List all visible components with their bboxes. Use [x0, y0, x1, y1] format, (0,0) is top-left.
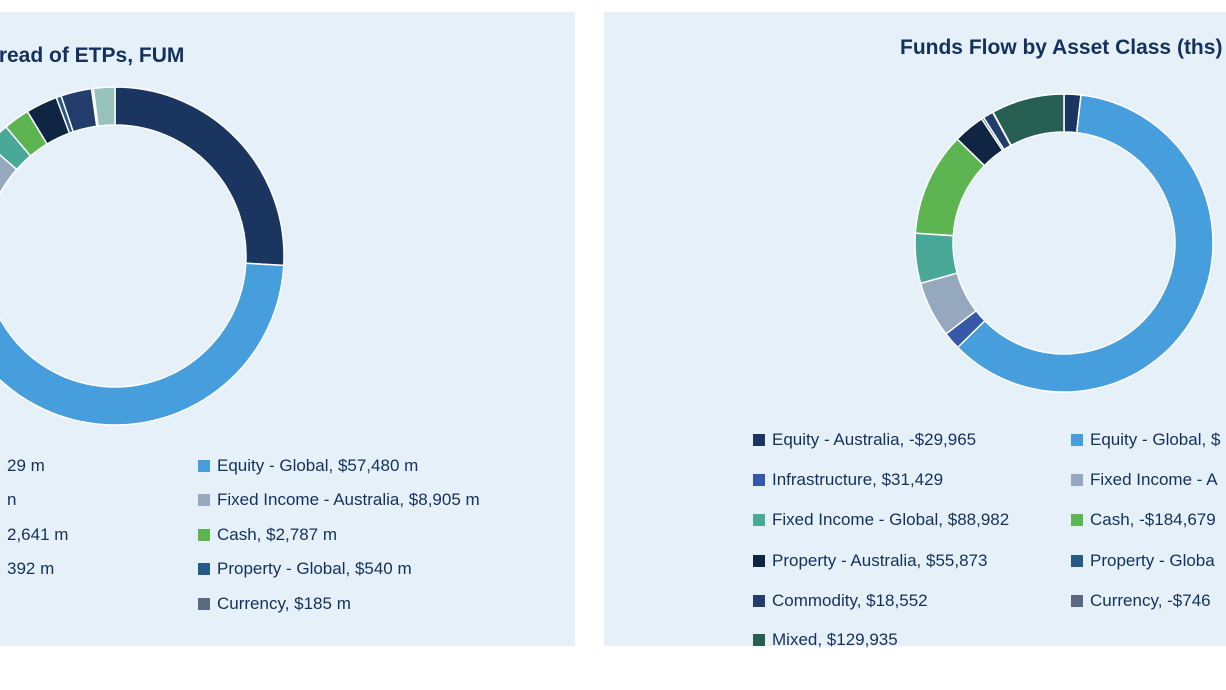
legend-swatch: [198, 494, 210, 506]
legend-label: Property - Globa: [1090, 551, 1215, 570]
legend-label: Mixed, $129,935: [772, 630, 898, 649]
legend-label: Fixed Income - Australia, $8,905 m: [217, 490, 480, 509]
legend-label: Property - Global, $540 m: [217, 559, 412, 578]
legend-swatch: [198, 529, 210, 541]
legend-item: Property - Australia, $55,873: [753, 550, 987, 572]
legend-item: Mixed, $129,935: [753, 629, 898, 651]
legend-swatch: [753, 434, 765, 446]
legend-label: Fixed Income - A: [1090, 470, 1218, 489]
legend-item: Currency, $185 m: [198, 593, 351, 615]
slice-mixed: [92, 86, 116, 127]
legend-label: Cash, $2,787 m: [217, 525, 338, 544]
legend-label: 392 m: [7, 559, 55, 578]
legend-swatch: [753, 555, 765, 567]
slice-equity-global: [956, 94, 1214, 393]
legend-label: Currency, $185 m: [217, 594, 351, 613]
legend-swatch: [198, 563, 210, 575]
legend-label: Equity - Australia, -$29,965: [772, 430, 977, 449]
legend-swatch: [1071, 555, 1083, 567]
legend-item: Fixed Income - Global, $88,982: [753, 509, 1009, 531]
legend-swatch: [753, 514, 765, 526]
legend-label: Commodity, $18,552: [772, 591, 928, 610]
chart-panel-funds-flow: Funds Flow by Asset Class (ths) Equity -…: [604, 12, 1226, 649]
donut-chart-funds-flow: [914, 93, 1214, 393]
slice-mixed: [992, 93, 1065, 147]
legend-item: 29 m: [0, 455, 45, 477]
chart-title: pread of ETPs, FUM: [0, 44, 185, 67]
legend-label: Fixed Income - Global, $88,982: [772, 510, 1010, 529]
legend-label: 2,641 m: [7, 525, 69, 544]
legend-label: Equity - Global, $57,480 m: [217, 456, 419, 475]
legend-swatch: [1071, 595, 1083, 607]
legend-swatch: [753, 634, 765, 646]
legend-item: n: [0, 489, 16, 511]
legend-item: Cash, $2,787 m: [198, 524, 337, 546]
legend-item: Currency, -$746: [1071, 590, 1211, 612]
legend-label: Infrastructure, $31,429: [772, 470, 944, 489]
legend-label: Currency, -$746: [1090, 591, 1211, 610]
legend-item: Commodity, $18,552: [753, 590, 928, 612]
legend-swatch: [1071, 514, 1083, 526]
legend-swatch: [1071, 474, 1083, 486]
legend-label: n: [7, 490, 17, 509]
legend-swatch: [198, 598, 210, 610]
slice-equity-global: [0, 262, 285, 426]
donut-chart-fum: [0, 86, 285, 426]
legend-item: Fixed Income - A: [1071, 469, 1218, 491]
legend-swatch: [1071, 434, 1083, 446]
legend-item: Cash, -$184,679: [1071, 509, 1216, 531]
legend-swatch: [753, 474, 765, 486]
legend-label: Property - Australia, $55,873: [772, 551, 988, 570]
legend-item: Equity - Australia, -$29,965: [753, 429, 976, 451]
legend-swatch: [753, 595, 765, 607]
chart-title: Funds Flow by Asset Class (ths): [900, 36, 1223, 59]
legend-item: Infrastructure, $31,429: [753, 469, 943, 491]
slice-equity-australia: [114, 86, 285, 267]
legend-label: Cash, -$184,679: [1090, 510, 1216, 529]
legend-item: Fixed Income - Australia, $8,905 m: [198, 489, 480, 511]
legend-label: Equity - Global, $: [1090, 430, 1221, 449]
legend-swatch: [198, 460, 210, 472]
legend-label: 29 m: [7, 456, 45, 475]
legend-item: 2,641 m: [0, 524, 68, 546]
legend-item: Equity - Global, $: [1071, 429, 1220, 451]
legend-item: 392 m: [0, 558, 54, 580]
chart-panel-fum: pread of ETPs, FUM 29 m Equity - Global, …: [0, 12, 575, 646]
legend-item: Property - Global, $540 m: [198, 558, 412, 580]
legend-item: Equity - Global, $57,480 m: [198, 455, 418, 477]
legend-item: Property - Globa: [1071, 550, 1215, 572]
